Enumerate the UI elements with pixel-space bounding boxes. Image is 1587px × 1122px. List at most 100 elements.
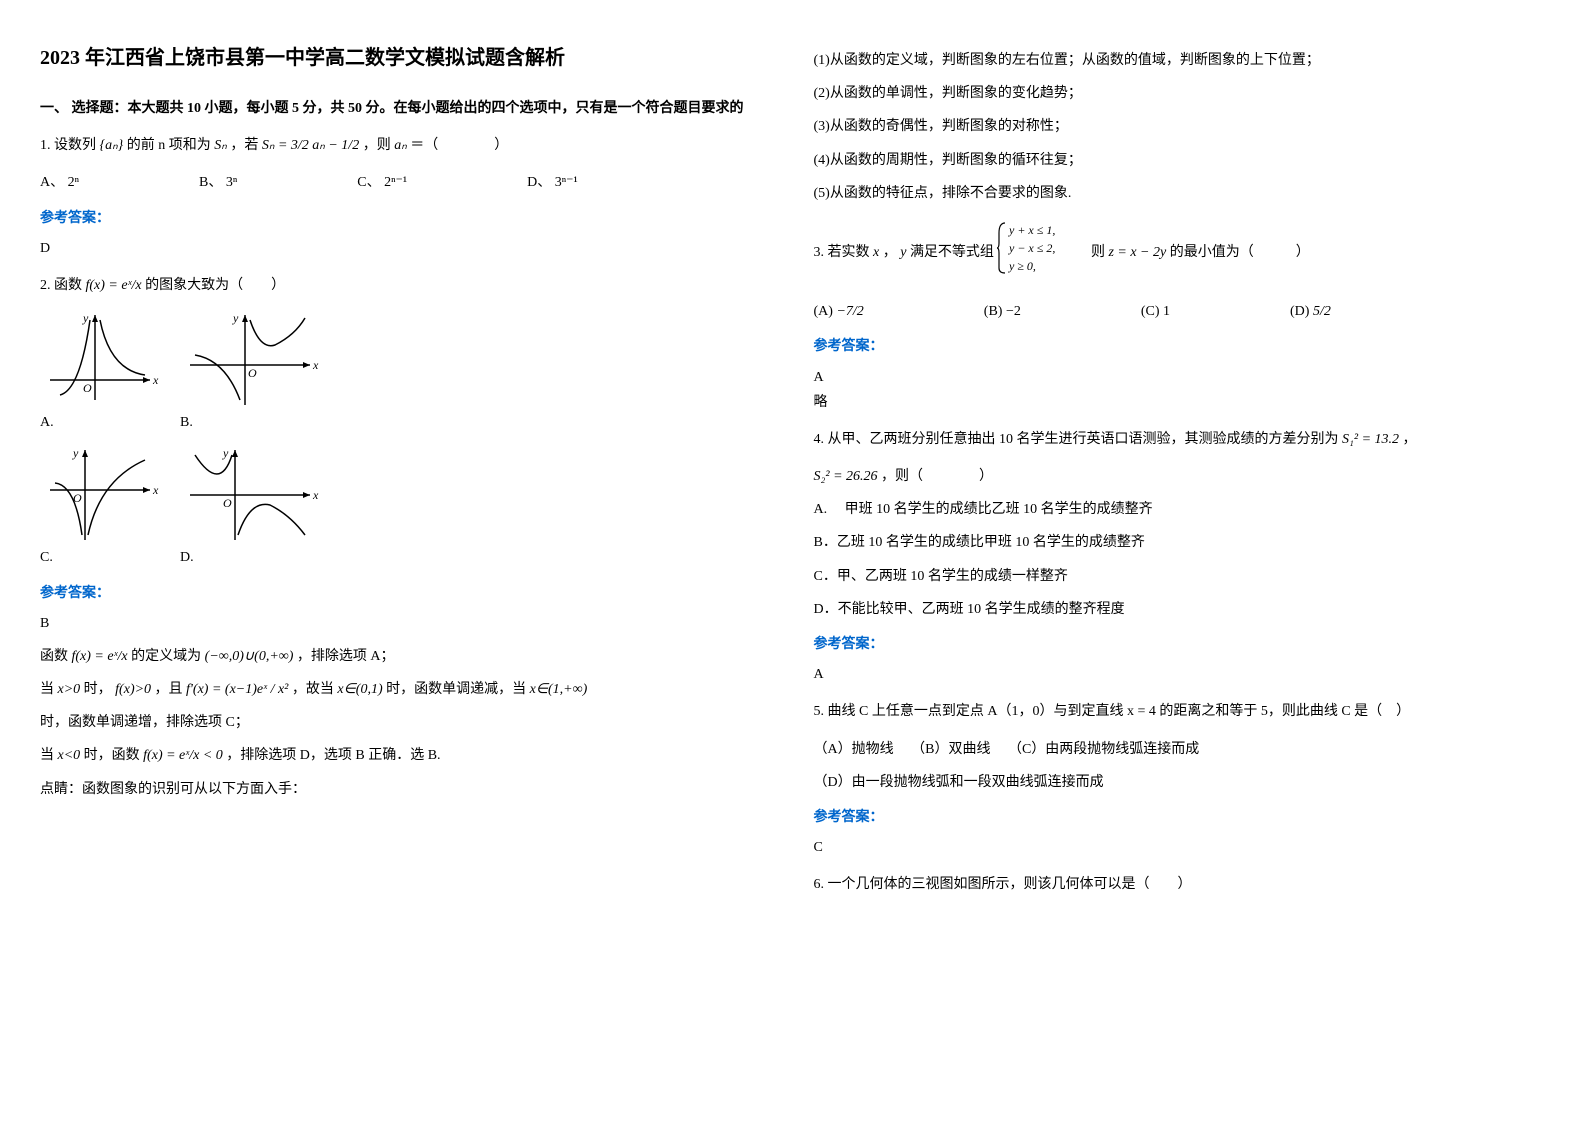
- left-column: 2023 年江西省上饶市县第一中学高二数学文模拟试题含解析 一、 选择题：本大题…: [40, 40, 774, 910]
- graph-D-svg: x y O: [180, 445, 320, 545]
- q4-optA: A. 甲班 10 名学生的成绩比乙班 10 名学生的成绩整齐: [814, 497, 1548, 522]
- svg-text:x: x: [152, 483, 159, 497]
- q4-text-b: ，: [1403, 432, 1417, 447]
- question-5: 5. 曲线 C 上任意一点到定点 A（1，0）与到定直线 x = 4 的距离之和…: [814, 699, 1548, 724]
- q5-optD: （D）由一段抛物线弧和一段双曲线弧连接而成: [814, 770, 1548, 795]
- q2-labelC: C.: [40, 545, 160, 570]
- q2-explain4-c: ，排除选项 D，选项 B 正确．选 B.: [226, 748, 440, 763]
- q1-answer: D: [40, 236, 774, 261]
- page-container: 2023 年江西省上饶市县第一中学高二数学文模拟试题含解析 一、 选择题：本大题…: [40, 40, 1547, 910]
- q3-sys3: y ≥ 0,: [1008, 259, 1036, 273]
- q3-x: x: [873, 245, 883, 260]
- q2-x01: x∈(0,1): [337, 682, 386, 697]
- q1-text-mid: 的前 n 项和为: [127, 138, 211, 153]
- q3-sys1: y + x ≤ 1,: [1008, 223, 1055, 237]
- brace-svg: y + x ≤ 1, y − x ≤ 2, y ≥ 0,: [997, 218, 1087, 278]
- q3-optD: (D) 5/2: [1290, 299, 1331, 324]
- note-4: (4)从函数的周期性，判断图象的循环往复；: [814, 148, 1548, 173]
- note-2: (2)从函数的单调性，判断图象的变化趋势；: [814, 81, 1548, 106]
- q3-optD-val: 5/2: [1313, 304, 1331, 319]
- q4-s1: S₁² = 13.2: [1342, 432, 1399, 447]
- q1-formula: Sₙ = 3/2 aₙ − 1/2: [262, 138, 359, 153]
- graph-C-svg: x y O: [40, 445, 160, 545]
- q2-text: 2. 函数: [40, 278, 82, 293]
- q1-sn: Sₙ: [214, 138, 227, 153]
- q2-explain1-a: 函数: [40, 649, 68, 664]
- q2-graphs-row2: x y O C. x y O: [40, 445, 774, 570]
- q4-optB: B．乙班 10 名学生的成绩比甲班 10 名学生的成绩整齐: [814, 530, 1548, 555]
- q2-explain2-d: ，故当: [292, 682, 334, 697]
- q2-explain3: 时，函数单调递增，排除选项 C；: [40, 710, 774, 735]
- q1-optD: D、 3ⁿ⁻¹: [527, 170, 578, 195]
- q3-sys2: y − x ≤ 2,: [1008, 241, 1055, 255]
- q1-answer-label: 参考答案：: [40, 206, 774, 231]
- q2-explain1-c: ，排除选项 A；: [297, 649, 395, 664]
- q1-optB: B、 3ⁿ: [199, 170, 237, 195]
- q5-optB: （B）双曲线: [911, 742, 990, 757]
- q3-text-c: 满足不等式组: [910, 245, 994, 260]
- svg-text:O: O: [248, 366, 257, 380]
- q3-text-e: 的最小值为（ ）: [1170, 245, 1310, 260]
- q3-z: z = x − 2y: [1108, 245, 1169, 260]
- q2-labelB: B.: [180, 410, 320, 435]
- q2-x1inf: x∈(1,+∞): [530, 682, 588, 697]
- q2-explain1: 函数 f(x) = eˣ/x 的定义域为 (−∞,0)∪(0,+∞) ，排除选项…: [40, 644, 774, 669]
- question-3: 3. 若实数 x ， y 满足不等式组 y + x ≤ 1, y − x ≤ 2…: [814, 218, 1548, 287]
- right-column: (1)从函数的定义域，判断图象的左右位置；从函数的值域，判断图象的上下位置； (…: [814, 40, 1548, 910]
- q3-optD-label: (D): [1290, 304, 1309, 319]
- q1-optA: A、 2ⁿ: [40, 170, 79, 195]
- q1-text-mid2: ，若: [230, 138, 258, 153]
- q4-optD: D．不能比较甲、乙两班 10 名学生成绩的整齐程度: [814, 597, 1548, 622]
- question-6: 6. 一个几何体的三视图如图所示，则该几何体可以是（ ）: [814, 872, 1548, 897]
- q2-explain4-a: 当: [40, 748, 54, 763]
- note-1: (1)从函数的定义域，判断图象的左右位置；从函数的值域，判断图象的上下位置；: [814, 48, 1548, 73]
- q4-s2: S₂² = 26.26: [814, 469, 878, 484]
- svg-text:x: x: [312, 358, 319, 372]
- q1-optC: C、 2ⁿ⁻¹: [357, 170, 407, 195]
- q2-text2: 的图象大致为（ ）: [145, 278, 285, 293]
- q4-answer-label: 参考答案：: [814, 632, 1548, 657]
- q4-optC: C．甲、乙两班 10 名学生的成绩一样整齐: [814, 564, 1548, 589]
- q2-formula: f(x) = eˣ/x: [86, 278, 146, 293]
- q2-explain4-b: 时，函数: [84, 748, 140, 763]
- q2-answer-label: 参考答案：: [40, 581, 774, 606]
- note-5: (5)从函数的特征点，排除不合要求的图象.: [814, 181, 1548, 206]
- q5-optA: （A）抛物线: [814, 742, 894, 757]
- q3-optA: (A) −7/2: [814, 299, 864, 324]
- q3-answer-label: 参考答案：: [814, 334, 1548, 359]
- q3-y: y: [900, 245, 910, 260]
- question-2: 2. 函数 f(x) = eˣ/x 的图象大致为（ ）: [40, 273, 774, 298]
- q5-answer-label: 参考答案：: [814, 805, 1548, 830]
- q3-options: (A) −7/2 (B) −2 (C) 1 (D) 5/2: [814, 299, 1548, 324]
- q1-options: A、 2ⁿ B、 3ⁿ C、 2ⁿ⁻¹ D、 3ⁿ⁻¹: [40, 170, 774, 195]
- q3-answer2: 略: [814, 390, 1548, 415]
- q2-explain1-b: 的定义域为: [131, 649, 201, 664]
- q2-note: 点睛：函数图象的识别可从以下方面入手：: [40, 777, 774, 802]
- q3-optB: (B) −2: [984, 299, 1021, 324]
- svg-text:y: y: [82, 311, 89, 325]
- svg-text:y: y: [222, 446, 229, 460]
- q2-x-gt-0: x>0: [58, 682, 84, 697]
- q4-line2: S₂² = 26.26 ，则（ ）: [814, 464, 1548, 489]
- q3-text-d: 则: [1091, 245, 1105, 260]
- q3-optC: (C) 1: [1141, 299, 1170, 324]
- q2-graph-A: x y O A.: [40, 310, 160, 435]
- q3-text-b: ，: [883, 245, 897, 260]
- q3-system: y + x ≤ 1, y − x ≤ 2, y ≥ 0,: [997, 218, 1087, 287]
- q2-graphs-row1: x y O A. x y O: [40, 310, 774, 435]
- q2-labelA: A.: [40, 410, 160, 435]
- q2-explain4: 当 x<0 时，函数 f(x) = eˣ/x < 0 ，排除选项 D，选项 B …: [40, 743, 774, 768]
- q4-text-a: 4. 从甲、乙两班分别任意抽出 10 名学生进行英语口语测验，其测验成绩的方差分…: [814, 432, 1339, 447]
- q2-fprime: f'(x) = (x−1)eˣ / x²: [186, 682, 292, 697]
- question-4: 4. 从甲、乙两班分别任意抽出 10 名学生进行英语口语测验，其测验成绩的方差分…: [814, 427, 1548, 452]
- q2-fx-gt-0: f(x)>0: [115, 682, 151, 697]
- q4-answer: A: [814, 662, 1548, 687]
- svg-text:y: y: [72, 446, 79, 460]
- section-1-header: 一、 选择题：本大题共 10 小题，每小题 5 分，共 50 分。在每小题给出的…: [40, 96, 774, 121]
- svg-text:O: O: [83, 381, 92, 395]
- q2-graph-C: x y O C.: [40, 445, 160, 570]
- q1-text-prefix: 1. 设数列: [40, 138, 96, 153]
- q2-graph-B: x y O B.: [180, 310, 320, 435]
- question-1: 1. 设数列 {aₙ} 的前 n 项和为 Sₙ ，若 Sₙ = 3/2 aₙ −…: [40, 133, 774, 158]
- q2-explain2-a: 当: [40, 682, 54, 697]
